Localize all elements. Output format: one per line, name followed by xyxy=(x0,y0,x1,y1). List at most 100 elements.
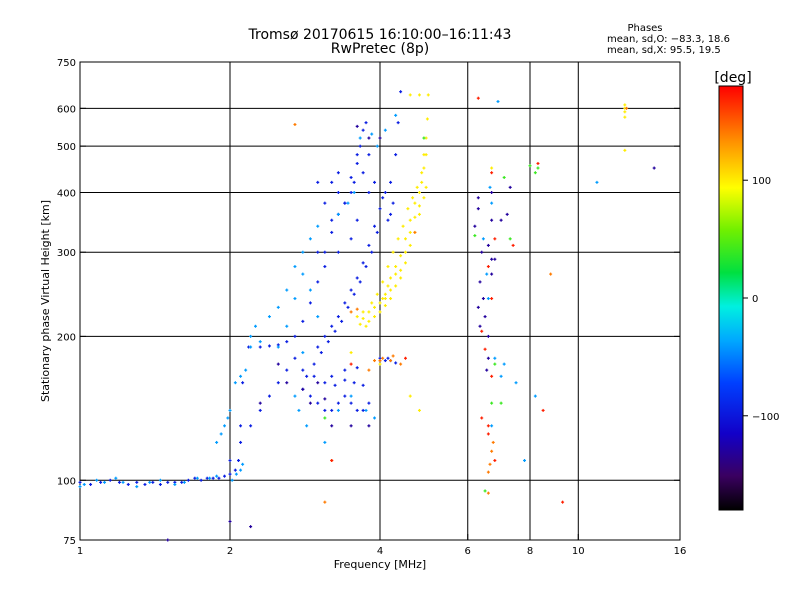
data-point xyxy=(422,136,426,140)
data-point xyxy=(533,171,537,175)
data-point xyxy=(381,297,385,301)
data-point xyxy=(186,478,190,482)
data-point xyxy=(496,100,500,104)
data-point xyxy=(228,458,232,462)
data-point xyxy=(478,324,482,328)
data-point xyxy=(361,128,365,132)
data-point xyxy=(361,261,365,265)
data-point xyxy=(486,243,490,247)
data-point xyxy=(343,368,347,372)
data-point xyxy=(536,166,540,170)
data-point xyxy=(135,480,139,484)
data-point xyxy=(422,166,426,170)
data-point xyxy=(99,480,103,484)
data-point xyxy=(411,196,415,200)
data-point xyxy=(135,485,139,489)
data-point xyxy=(391,250,395,254)
data-point xyxy=(343,201,347,205)
data-point xyxy=(349,175,353,179)
data-point xyxy=(355,276,359,280)
data-point xyxy=(415,185,419,189)
data-point xyxy=(276,381,280,385)
data-point xyxy=(490,171,494,175)
data-point xyxy=(330,218,334,222)
data-point xyxy=(330,424,334,428)
data-point xyxy=(499,374,503,378)
data-point xyxy=(381,280,385,284)
data-point xyxy=(143,482,147,486)
data-point xyxy=(78,485,82,489)
data-point xyxy=(373,180,377,184)
data-point xyxy=(308,288,312,292)
data-point xyxy=(223,474,227,478)
data-point xyxy=(180,480,184,484)
data-point xyxy=(490,218,494,222)
data-point xyxy=(316,381,320,385)
data-point xyxy=(330,458,334,462)
data-point xyxy=(323,416,327,420)
data-point xyxy=(258,345,262,349)
data-point xyxy=(378,136,382,140)
data-point xyxy=(483,347,487,351)
data-point xyxy=(367,424,371,428)
data-point xyxy=(373,315,377,319)
y-axis-label: Stationary phase Virtual Height [km] xyxy=(39,200,52,402)
data-point xyxy=(480,250,484,254)
data-point xyxy=(403,261,407,265)
data-point xyxy=(394,284,398,288)
data-point xyxy=(391,354,395,358)
data-point xyxy=(355,307,359,311)
data-point xyxy=(352,190,356,194)
data-point xyxy=(355,366,359,370)
data-point xyxy=(323,500,327,504)
data-point xyxy=(336,250,340,254)
data-point xyxy=(249,525,253,529)
data-point xyxy=(625,106,629,110)
x-tick-label: 2 xyxy=(227,546,233,557)
data-point xyxy=(389,359,393,363)
data-point xyxy=(481,297,485,301)
data-point xyxy=(340,319,344,323)
data-point xyxy=(417,204,421,208)
data-point xyxy=(486,334,490,338)
data-point xyxy=(367,136,371,140)
data-point xyxy=(258,401,262,405)
data-point xyxy=(541,408,545,412)
data-point xyxy=(486,491,490,495)
data-point xyxy=(285,340,289,344)
data-point xyxy=(349,394,353,398)
data-point xyxy=(486,265,490,269)
y-tick-label: 750 xyxy=(57,58,76,69)
data-point xyxy=(490,257,494,261)
data-point xyxy=(316,315,320,319)
data-point xyxy=(323,397,327,401)
data-point xyxy=(413,230,417,234)
data-point xyxy=(408,230,412,234)
data-point xyxy=(401,224,405,228)
data-point xyxy=(349,401,353,405)
data-point xyxy=(473,224,477,228)
data-point xyxy=(117,480,121,484)
data-point xyxy=(349,424,353,428)
data-point xyxy=(336,315,340,319)
data-point xyxy=(389,180,393,184)
data-point xyxy=(417,212,421,216)
data-point xyxy=(352,381,356,385)
data-point xyxy=(386,265,390,269)
data-point xyxy=(490,297,494,301)
data-point xyxy=(349,237,353,241)
data-point xyxy=(394,265,398,269)
data-point xyxy=(305,424,309,428)
data-point xyxy=(316,224,320,228)
data-point xyxy=(349,190,353,194)
x-tick-label: 8 xyxy=(527,546,533,557)
data-point xyxy=(480,329,484,333)
data-point xyxy=(370,301,374,305)
data-point xyxy=(267,344,271,348)
data-point xyxy=(478,280,482,284)
data-point xyxy=(383,304,387,308)
data-point xyxy=(383,128,387,132)
data-point xyxy=(403,356,407,360)
data-point xyxy=(126,482,130,486)
